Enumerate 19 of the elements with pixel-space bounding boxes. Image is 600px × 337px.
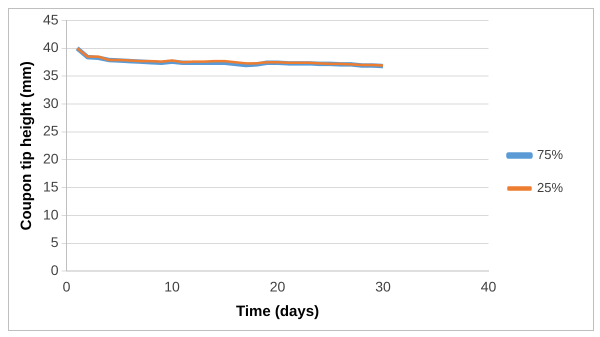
legend-label: 75% xyxy=(536,147,564,162)
x-tick-label: 30 xyxy=(375,278,391,294)
y-tick-label: 5 xyxy=(50,234,59,250)
y-tick-label: 15 xyxy=(42,178,59,194)
y-tick-label: 45 xyxy=(42,11,59,28)
y-tick-label: 35 xyxy=(42,66,59,83)
y-tick-label: 30 xyxy=(42,94,59,111)
x-tick-label: 20 xyxy=(270,278,286,294)
y-tick-label: 40 xyxy=(42,39,59,56)
x-axis-title: Time (days) xyxy=(236,303,320,320)
y-tick-label: 10 xyxy=(42,206,59,222)
x-tick-label: 40 xyxy=(480,278,496,294)
y-tick-label: 20 xyxy=(42,150,59,167)
x-tick-label: 0 xyxy=(62,278,71,294)
y-axis-title: Coupon tip height (mm) xyxy=(18,61,36,230)
y-tick-label: 0 xyxy=(50,262,59,278)
y-tick-label: 25 xyxy=(42,122,59,139)
legend-label: 25% xyxy=(536,180,564,196)
x-tick-label: 10 xyxy=(164,278,180,294)
